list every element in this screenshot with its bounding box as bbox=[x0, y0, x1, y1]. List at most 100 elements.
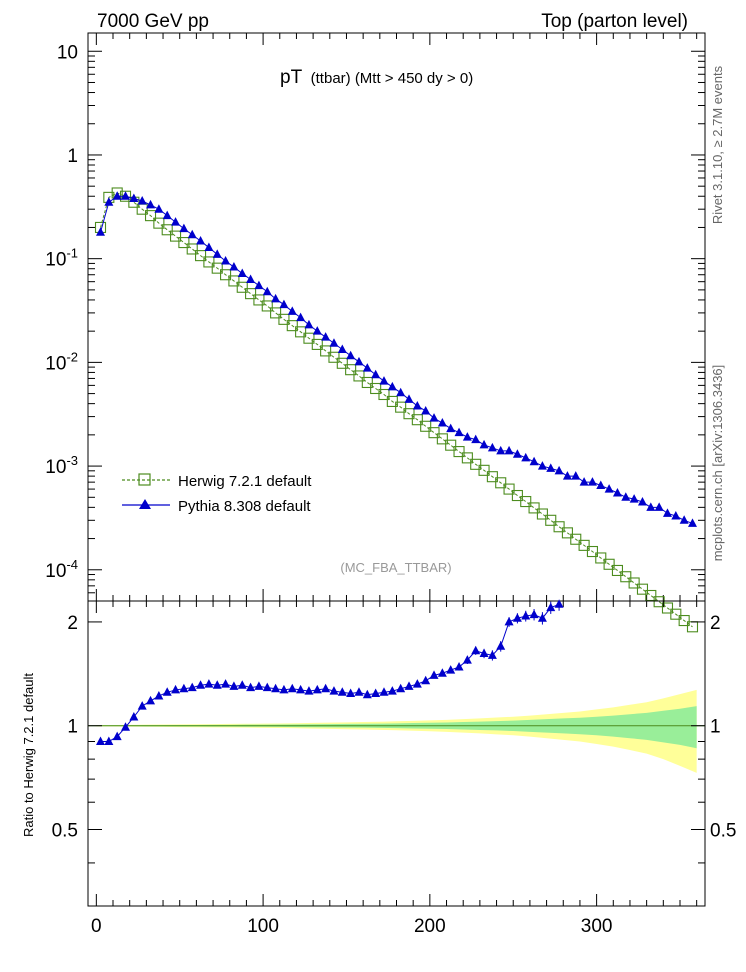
pythia-marker bbox=[529, 456, 539, 466]
pythia-marker bbox=[462, 432, 472, 441]
herwig-marker bbox=[378, 388, 390, 401]
legend-herwig-marker bbox=[138, 473, 151, 486]
herwig-marker bbox=[478, 464, 490, 476]
herwig-marker bbox=[211, 262, 223, 274]
ratio-plot-panel: 210.5 210.5 0 100 200 300 Ratio to Herwig 7… bbox=[21, 599, 736, 937]
ratio-pythia-marker bbox=[221, 679, 231, 688]
herwig-marker bbox=[195, 250, 207, 262]
herwig-marker bbox=[620, 571, 632, 583]
ratio-pythia-marker bbox=[371, 688, 381, 698]
ratio-pythia-marker bbox=[137, 701, 147, 710]
herwig-marker bbox=[661, 602, 674, 614]
ratio-y-tick-label-left: 1 bbox=[67, 717, 78, 738]
ratio-pythia-marker bbox=[187, 682, 197, 692]
herwig-marker bbox=[144, 210, 157, 222]
ratio-x-tick-label: 0 bbox=[91, 916, 102, 937]
plot-title-sub: (ttbar) (Mtt > 450 dy > 0) bbox=[311, 70, 474, 87]
herwig-marker bbox=[411, 414, 423, 426]
ratio-pythia-marker bbox=[271, 683, 281, 693]
herwig-marker bbox=[470, 458, 482, 470]
header-right-text: Top (parton level) bbox=[541, 11, 688, 32]
herwig-marker bbox=[336, 357, 348, 369]
herwig-marker bbox=[461, 452, 473, 464]
herwig-marker bbox=[153, 217, 165, 229]
pythia-marker bbox=[479, 439, 489, 449]
ratio-pythia-marker bbox=[179, 683, 189, 693]
main-plot-panel: 10 1 10-1 10-2 10-3 10-4 pT (ttbar) (Mtt > 45… bbox=[45, 32, 706, 633]
herwig-marker bbox=[453, 446, 465, 458]
pythia-marker bbox=[662, 508, 672, 517]
watermark-text: (MC_FBA_TTBAR) bbox=[340, 560, 451, 575]
rivet-version-text: Rivet 3.1.10, ≥ 2.7M events bbox=[710, 65, 725, 224]
plot-title-main: pT bbox=[280, 67, 303, 88]
herwig-series bbox=[94, 187, 699, 633]
herwig-marker bbox=[611, 564, 624, 577]
ratio-pythia-marker bbox=[437, 668, 447, 677]
herwig-marker bbox=[678, 614, 690, 627]
herwig-marker bbox=[311, 338, 323, 350]
ratio-x-tick-labels: 0 100 200 300 bbox=[91, 916, 612, 937]
pythia-marker bbox=[621, 492, 631, 501]
plot-title: pT (ttbar) (Mtt > 450 dy > 0) bbox=[280, 67, 473, 88]
ratio-pythia-marker bbox=[171, 684, 181, 694]
ratio-pythia-marker bbox=[304, 686, 314, 695]
herwig-marker bbox=[370, 382, 382, 395]
ratio-y-tick-labels-right: 210.5 bbox=[710, 613, 736, 842]
pythia-marker bbox=[129, 193, 139, 203]
legend-entry-herwig: Herwig 7.2.1 default bbox=[122, 473, 312, 490]
pythia-marker bbox=[587, 477, 597, 486]
pythia-marker bbox=[537, 461, 547, 470]
ratio-y-tick-label-left: 0.5 bbox=[52, 821, 78, 842]
herwig-marker bbox=[186, 243, 198, 255]
ratio-pythia-marker bbox=[504, 616, 514, 626]
herwig-marker bbox=[345, 364, 357, 376]
header-left-text: 7000 GeV pp bbox=[97, 11, 209, 32]
ratio-pythia-marker bbox=[212, 680, 222, 689]
ratio-pythia-marker bbox=[354, 687, 364, 696]
pythia-line bbox=[100, 195, 693, 524]
legend-pythia-label: Pythia 8.308 default bbox=[178, 498, 311, 515]
herwig-marker bbox=[386, 395, 398, 407]
mcplots-reference-text: mcplots.cern.ch [arXiv:1306.3436] bbox=[710, 365, 725, 562]
pythia-marker bbox=[579, 477, 589, 486]
pythia-marker bbox=[562, 471, 572, 480]
pythia-marker bbox=[679, 515, 689, 524]
ratio-pythia-marker bbox=[254, 681, 264, 690]
herwig-marker bbox=[520, 495, 532, 508]
ratio-pythia-marker bbox=[379, 687, 389, 696]
herwig-marker bbox=[270, 307, 282, 319]
ratio-pythia-marker bbox=[479, 648, 489, 657]
herwig-marker bbox=[486, 471, 498, 483]
ratio-pythia-marker bbox=[287, 683, 297, 693]
pythia-marker bbox=[487, 442, 497, 452]
pythia-marker bbox=[546, 463, 556, 472]
pythia-marker bbox=[646, 502, 656, 511]
legend-herwig-label: Herwig 7.2.1 default bbox=[178, 473, 312, 490]
herwig-marker bbox=[261, 300, 273, 312]
pythia-marker bbox=[504, 445, 514, 455]
pythia-marker bbox=[604, 484, 614, 493]
ratio-pythia-marker bbox=[321, 683, 331, 693]
ratio-pythia-marker bbox=[237, 680, 247, 689]
herwig-marker bbox=[328, 351, 340, 363]
herwig-marker bbox=[420, 420, 432, 432]
herwig-marker bbox=[511, 489, 523, 502]
herwig-marker bbox=[536, 508, 548, 520]
ratio-x-tick-label: 200 bbox=[414, 916, 446, 937]
herwig-marker bbox=[528, 502, 540, 514]
herwig-marker bbox=[236, 281, 248, 293]
ratio-y-tick-label-left: 2 bbox=[67, 613, 78, 634]
herwig-marker bbox=[361, 376, 373, 389]
ratio-pythia-marker bbox=[246, 682, 256, 692]
main-ticks bbox=[88, 33, 705, 602]
ratio-pythia-marker bbox=[454, 662, 464, 671]
herwig-marker bbox=[395, 401, 407, 413]
ratio-pythia-marker bbox=[412, 679, 422, 688]
herwig-marker bbox=[561, 527, 573, 539]
herwig-marker bbox=[295, 326, 307, 338]
pythia-marker bbox=[496, 445, 506, 455]
herwig-marker bbox=[220, 269, 232, 281]
main-y-tick-label: 1 bbox=[67, 146, 78, 167]
herwig-marker bbox=[353, 370, 365, 382]
